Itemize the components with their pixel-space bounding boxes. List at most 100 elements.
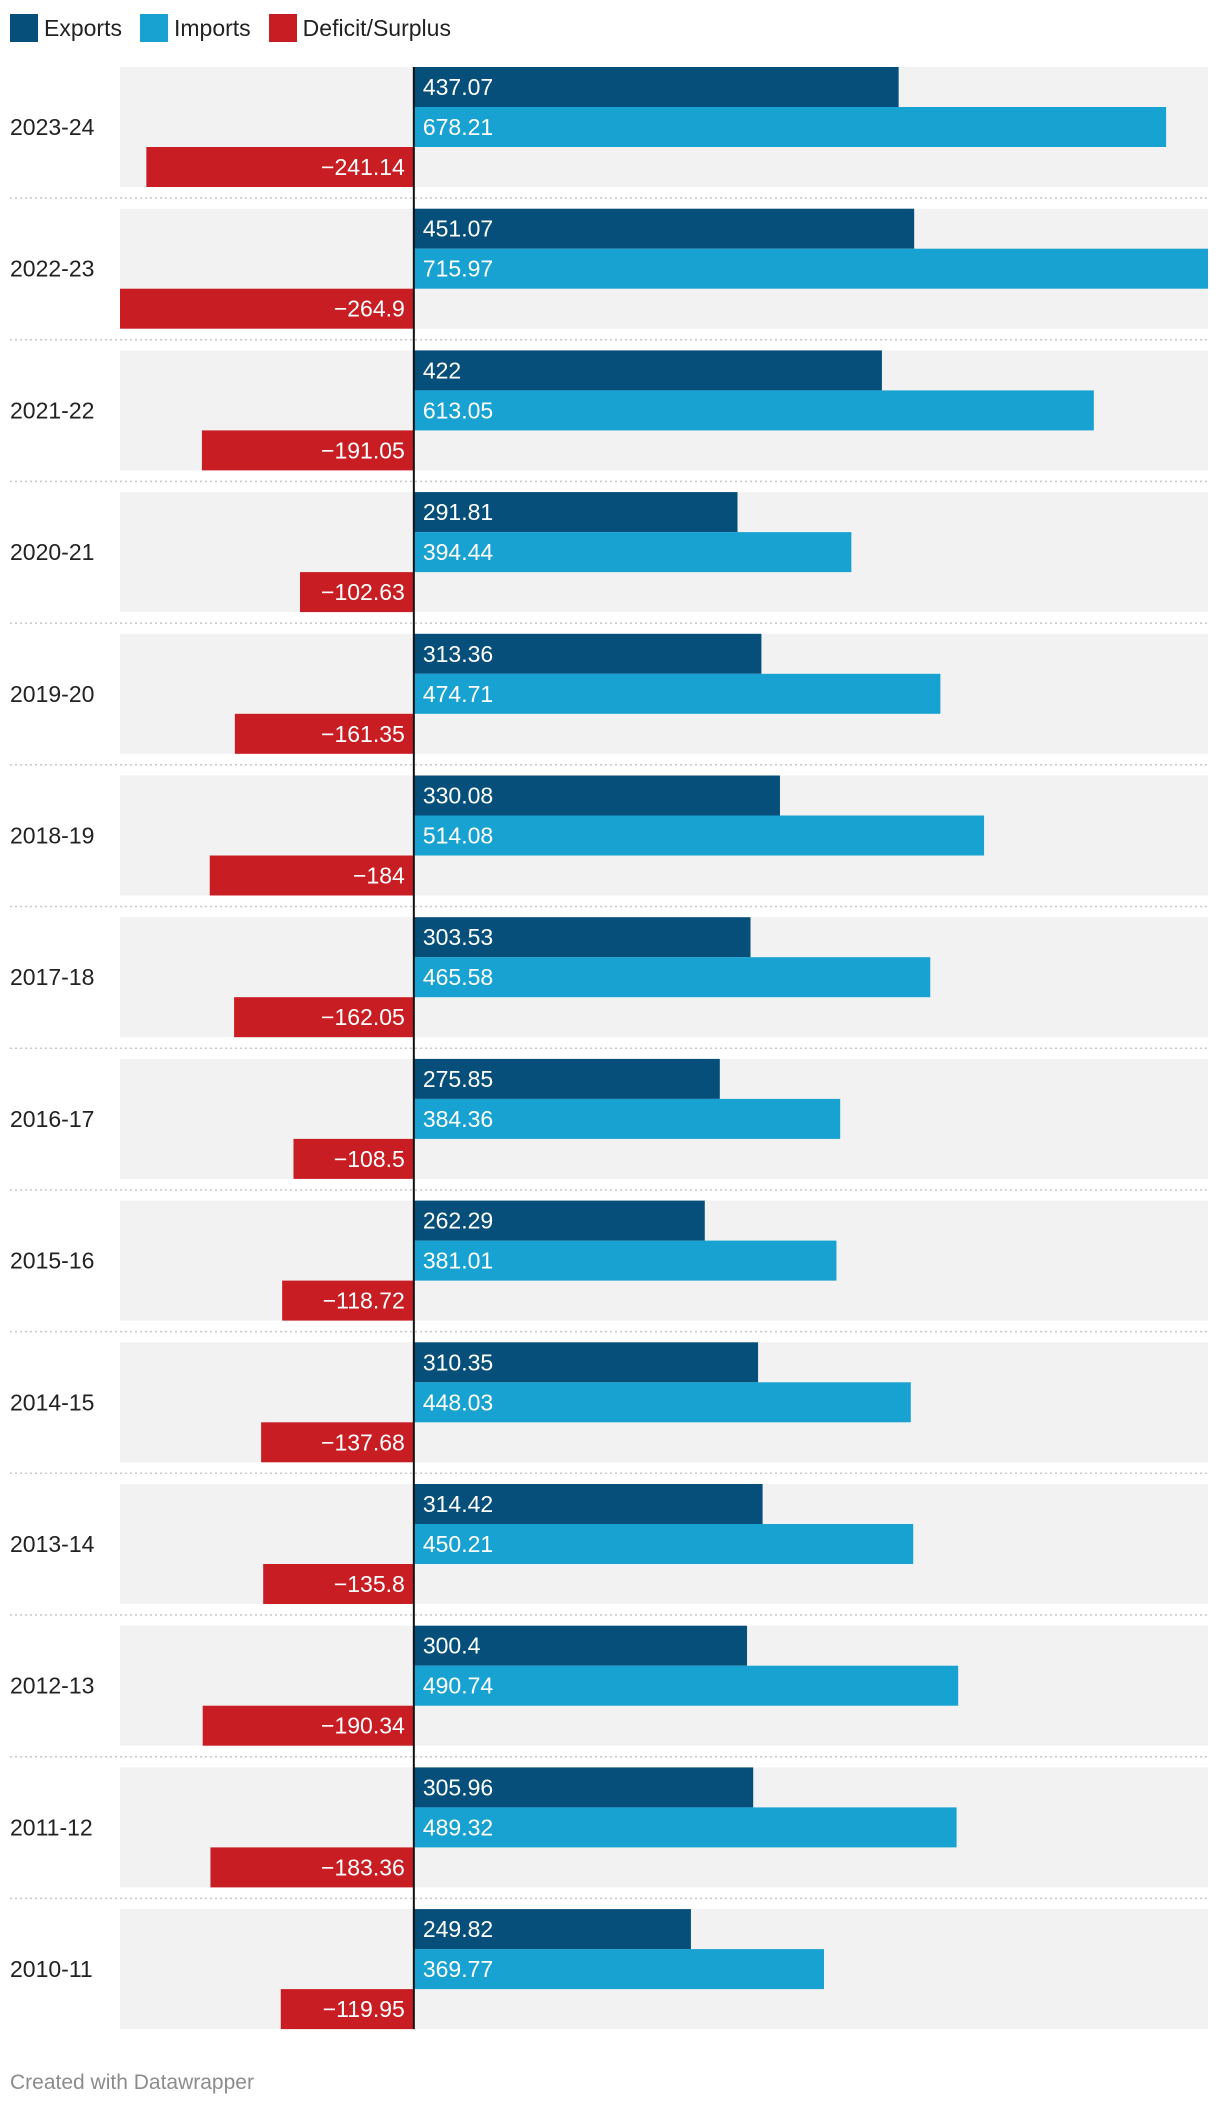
bar-exports <box>413 1484 763 1524</box>
bar-imports <box>413 1098 841 1139</box>
value-label-exports: 330.08 <box>423 783 493 809</box>
bar-imports <box>413 673 941 714</box>
value-label-exports: 437.07 <box>423 74 493 100</box>
legend-item-imports: Imports <box>139 14 251 42</box>
bar-imports <box>413 1524 914 1564</box>
bar-deficit-surplus <box>234 997 414 1038</box>
bar-imports <box>413 248 1208 289</box>
value-label-deficit-surplus: −119.95 <box>323 1996 405 2022</box>
value-label-deficit-surplus: −137.68 <box>321 1429 405 1455</box>
category-label: 2019-20 <box>10 681 94 707</box>
bar-exports <box>413 67 899 107</box>
value-label-imports: 489.32 <box>423 1814 493 1840</box>
footer-credit: Created with Datawrapper <box>10 2071 254 2094</box>
legend: Exports Imports Deficit/Surplus <box>10 12 469 44</box>
value-label-imports: 450.21 <box>423 1531 493 1557</box>
value-label-exports: 313.36 <box>423 641 493 667</box>
bar-deficit-surplus <box>280 1989 414 2030</box>
bar-deficit-surplus <box>201 430 414 471</box>
category-label: 2021-22 <box>10 397 94 423</box>
value-label-exports: 305.96 <box>423 1774 493 1800</box>
value-label-imports: 369.77 <box>423 1956 493 1982</box>
bar-exports <box>413 1200 705 1241</box>
bar-deficit-surplus <box>209 855 414 896</box>
bar-deficit-surplus <box>234 713 414 754</box>
value-label-exports: 275.85 <box>423 1066 493 1092</box>
bar-imports <box>413 957 931 998</box>
legend-swatch-exports <box>10 14 38 42</box>
bar-imports <box>413 1665 959 1706</box>
bar-deficit-surplus <box>146 147 414 187</box>
legend-item-deficit: Deficit/Surplus <box>268 14 451 42</box>
bar-deficit-surplus <box>210 1847 414 1888</box>
bar-deficit-surplus <box>299 572 414 613</box>
value-label-exports: 291.81 <box>423 499 493 525</box>
value-label-imports: 490.74 <box>423 1673 494 1699</box>
value-label-exports: 249.82 <box>423 1916 493 1942</box>
bar-imports <box>413 1807 957 1848</box>
bar-deficit-surplus <box>202 1705 414 1746</box>
category-label: 2022-23 <box>10 256 94 282</box>
value-label-exports: 310.35 <box>423 1349 493 1375</box>
value-label-deficit-surplus: −190.34 <box>321 1713 405 1739</box>
bar-chart: 2023-24 437.07 678.21 −241.14 2022-23 451.07 7… <box>10 67 1208 2030</box>
legend-label-exports: Exports <box>44 14 122 41</box>
bar-exports <box>413 1342 759 1383</box>
legend-swatch-imports <box>139 14 168 42</box>
bar-exports <box>413 1625 748 1666</box>
value-label-exports: 303.53 <box>423 924 493 950</box>
bar-exports <box>413 775 780 816</box>
value-label-imports: 465.58 <box>423 964 493 990</box>
legend-label-deficit: Deficit/Surplus <box>302 14 451 41</box>
value-label-imports: 381.01 <box>423 1248 493 1274</box>
bar-exports <box>413 208 915 249</box>
bar-imports <box>413 107 1167 147</box>
bar-imports <box>413 1240 837 1281</box>
value-label-deficit-surplus: −118.72 <box>323 1288 405 1314</box>
bar-imports <box>413 532 852 573</box>
value-label-deficit-surplus: −135.8 <box>334 1571 405 1597</box>
bar-exports <box>413 633 762 674</box>
bar-exports <box>413 1909 691 1950</box>
value-label-deficit-surplus: −108.5 <box>334 1146 405 1172</box>
category-label: 2023-24 <box>10 114 95 140</box>
bar-deficit-surplus <box>263 1564 414 1604</box>
bar-exports <box>413 492 738 533</box>
category-label: 2016-17 <box>10 1106 94 1132</box>
value-label-imports: 448.03 <box>423 1389 493 1415</box>
bar-imports <box>413 390 1094 431</box>
category-label: 2015-16 <box>10 1248 94 1274</box>
value-label-imports: 613.05 <box>423 397 493 423</box>
value-label-deficit-surplus: −264.9 <box>334 296 405 322</box>
bar-imports <box>413 1382 911 1423</box>
bar-deficit-surplus <box>282 1280 414 1321</box>
bar-exports <box>413 1058 720 1099</box>
value-label-exports: 422 <box>423 357 461 383</box>
bar-imports <box>413 815 985 856</box>
value-label-imports: 474.71 <box>423 681 493 707</box>
legend-item-exports: Exports <box>10 14 122 42</box>
value-label-imports: 715.97 <box>423 256 493 282</box>
value-label-exports: 451.07 <box>423 216 493 242</box>
category-label: 2011-12 <box>10 1814 93 1840</box>
category-label: 2012-13 <box>10 1673 94 1699</box>
value-label-deficit-surplus: −183.36 <box>321 1854 405 1880</box>
value-label-exports: 300.4 <box>423 1633 481 1659</box>
value-label-exports: 314.42 <box>423 1491 493 1517</box>
legend-label-imports: Imports <box>173 14 251 41</box>
value-label-imports: 384.36 <box>423 1106 493 1132</box>
bar-exports <box>413 1767 754 1808</box>
value-label-imports: 394.44 <box>423 539 494 565</box>
bar-exports <box>413 350 882 391</box>
bar-imports <box>413 1949 824 1990</box>
value-label-deficit-surplus: −191.05 <box>321 437 405 463</box>
category-label: 2014-15 <box>10 1389 94 1415</box>
category-label: 2020-21 <box>10 539 94 565</box>
value-label-deficit-surplus: −241.14 <box>321 154 405 180</box>
value-label-deficit-surplus: −184 <box>353 863 405 889</box>
value-label-deficit-surplus: −161.35 <box>321 721 405 747</box>
category-label: 2017-18 <box>10 964 94 990</box>
value-label-imports: 678.21 <box>423 114 493 140</box>
legend-swatch-deficit <box>268 14 297 42</box>
bar-deficit-surplus <box>293 1138 414 1179</box>
